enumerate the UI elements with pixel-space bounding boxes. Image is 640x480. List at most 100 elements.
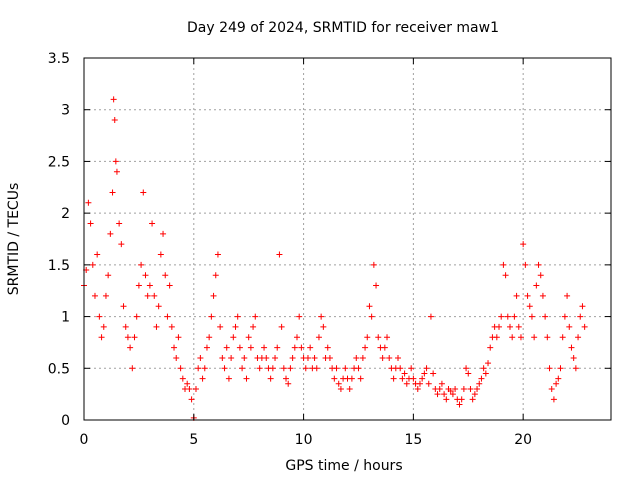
data-point (278, 323, 285, 330)
data-point (482, 370, 489, 377)
data-point (291, 344, 298, 351)
data-point (122, 323, 129, 330)
data-point (151, 292, 158, 299)
data-point (210, 292, 217, 299)
data-point (206, 334, 213, 341)
data-point (149, 220, 156, 227)
data-point (553, 380, 560, 387)
data-point (570, 354, 577, 361)
data-point (173, 354, 180, 361)
data-point (274, 344, 281, 351)
data-point (217, 323, 224, 330)
data-point (386, 354, 393, 361)
data-point (287, 365, 294, 372)
data-point (480, 365, 487, 372)
data-point (234, 313, 241, 320)
data-point (239, 365, 246, 372)
data-point (135, 282, 142, 289)
data-point (157, 251, 164, 258)
data-point (164, 313, 171, 320)
y-tick-label: 0.5 (48, 361, 70, 377)
data-point (94, 251, 101, 258)
data-point (474, 385, 481, 392)
data-point (504, 313, 511, 320)
data-points (81, 96, 588, 421)
data-point (144, 292, 151, 299)
data-point (326, 354, 333, 361)
x-tick-label: 10 (295, 432, 313, 448)
data-point (513, 292, 520, 299)
data-point (223, 344, 230, 351)
data-point (342, 365, 349, 372)
data-point (337, 385, 344, 392)
data-point (186, 385, 193, 392)
data-point (112, 158, 119, 165)
data-point (528, 313, 535, 320)
data-point (359, 354, 366, 361)
data-point (133, 313, 140, 320)
data-point (110, 96, 117, 103)
data-point (179, 375, 186, 382)
y-axis-label: SRMTID / TECUs (6, 183, 22, 296)
data-point (230, 334, 237, 341)
data-point (427, 313, 434, 320)
data-point (225, 375, 232, 382)
data-point (568, 344, 575, 351)
data-point (177, 365, 184, 372)
data-point (228, 354, 235, 361)
data-point (146, 282, 153, 289)
data-point (419, 375, 426, 382)
data-point (517, 334, 524, 341)
data-point (399, 375, 406, 382)
data-point (142, 272, 149, 279)
data-point (384, 334, 391, 341)
data-point (168, 323, 175, 330)
data-point (362, 344, 369, 351)
data-point (353, 354, 360, 361)
data-point (166, 282, 173, 289)
data-point (85, 199, 92, 206)
data-point (430, 370, 437, 377)
data-point (537, 272, 544, 279)
data-point (458, 396, 465, 403)
data-point (434, 391, 441, 398)
data-point (315, 334, 322, 341)
data-point (171, 344, 178, 351)
data-point (460, 385, 467, 392)
data-point (467, 385, 474, 392)
data-point (307, 344, 314, 351)
data-point (318, 313, 325, 320)
data-point (493, 334, 500, 341)
data-point (109, 189, 116, 196)
data-point (366, 303, 373, 310)
data-point (506, 323, 513, 330)
data-point (201, 365, 208, 372)
data-point (403, 380, 410, 387)
data-point (335, 380, 342, 387)
data-point (447, 388, 454, 395)
data-point (102, 292, 109, 299)
data-point (100, 323, 107, 330)
data-point (124, 334, 131, 341)
data-point (91, 292, 98, 299)
data-point (546, 365, 553, 372)
data-point (502, 272, 509, 279)
data-point (348, 375, 355, 382)
data-point (511, 313, 518, 320)
x-tick-label: 20 (514, 432, 532, 448)
data-point (425, 380, 432, 387)
x-axis-label: GPS time / hours (285, 458, 402, 474)
data-point (557, 365, 564, 372)
data-point (199, 375, 206, 382)
data-point (421, 370, 428, 377)
y-tick-label: 3.5 (48, 51, 70, 67)
data-point (311, 354, 318, 361)
data-point (496, 323, 503, 330)
data-point (155, 303, 162, 310)
data-point (160, 230, 167, 237)
data-point (515, 323, 522, 330)
data-point (575, 334, 582, 341)
data-point (471, 391, 478, 398)
data-point (138, 261, 145, 268)
plot-frame (83, 57, 612, 421)
